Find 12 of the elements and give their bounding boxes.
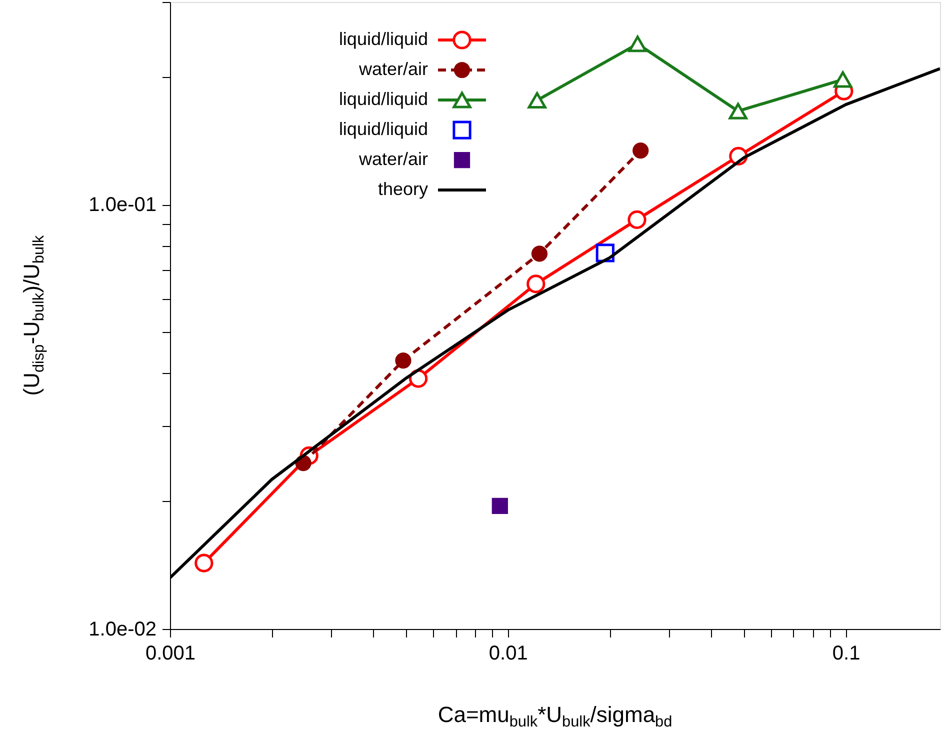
legend-label: theory (378, 179, 428, 199)
y-tick-label: 1.0e-01 (88, 194, 156, 216)
legend-label: liquid/liquid (338, 119, 428, 139)
legend-label: water/air (358, 59, 428, 79)
y-tick-label: 1.0e-02 (88, 618, 156, 640)
x-tick-label: 0.1 (832, 642, 860, 664)
legend-label: liquid/liquid (338, 29, 428, 49)
y-axis-title: (Udisp-Ubulk)/Ubulk (19, 234, 48, 396)
x-tick-label: 0.001 (145, 642, 196, 664)
legend-label: water/air (358, 149, 428, 169)
x-tick-label: 0.01 (488, 642, 528, 664)
legend-label: liquid/liquid (338, 89, 428, 109)
